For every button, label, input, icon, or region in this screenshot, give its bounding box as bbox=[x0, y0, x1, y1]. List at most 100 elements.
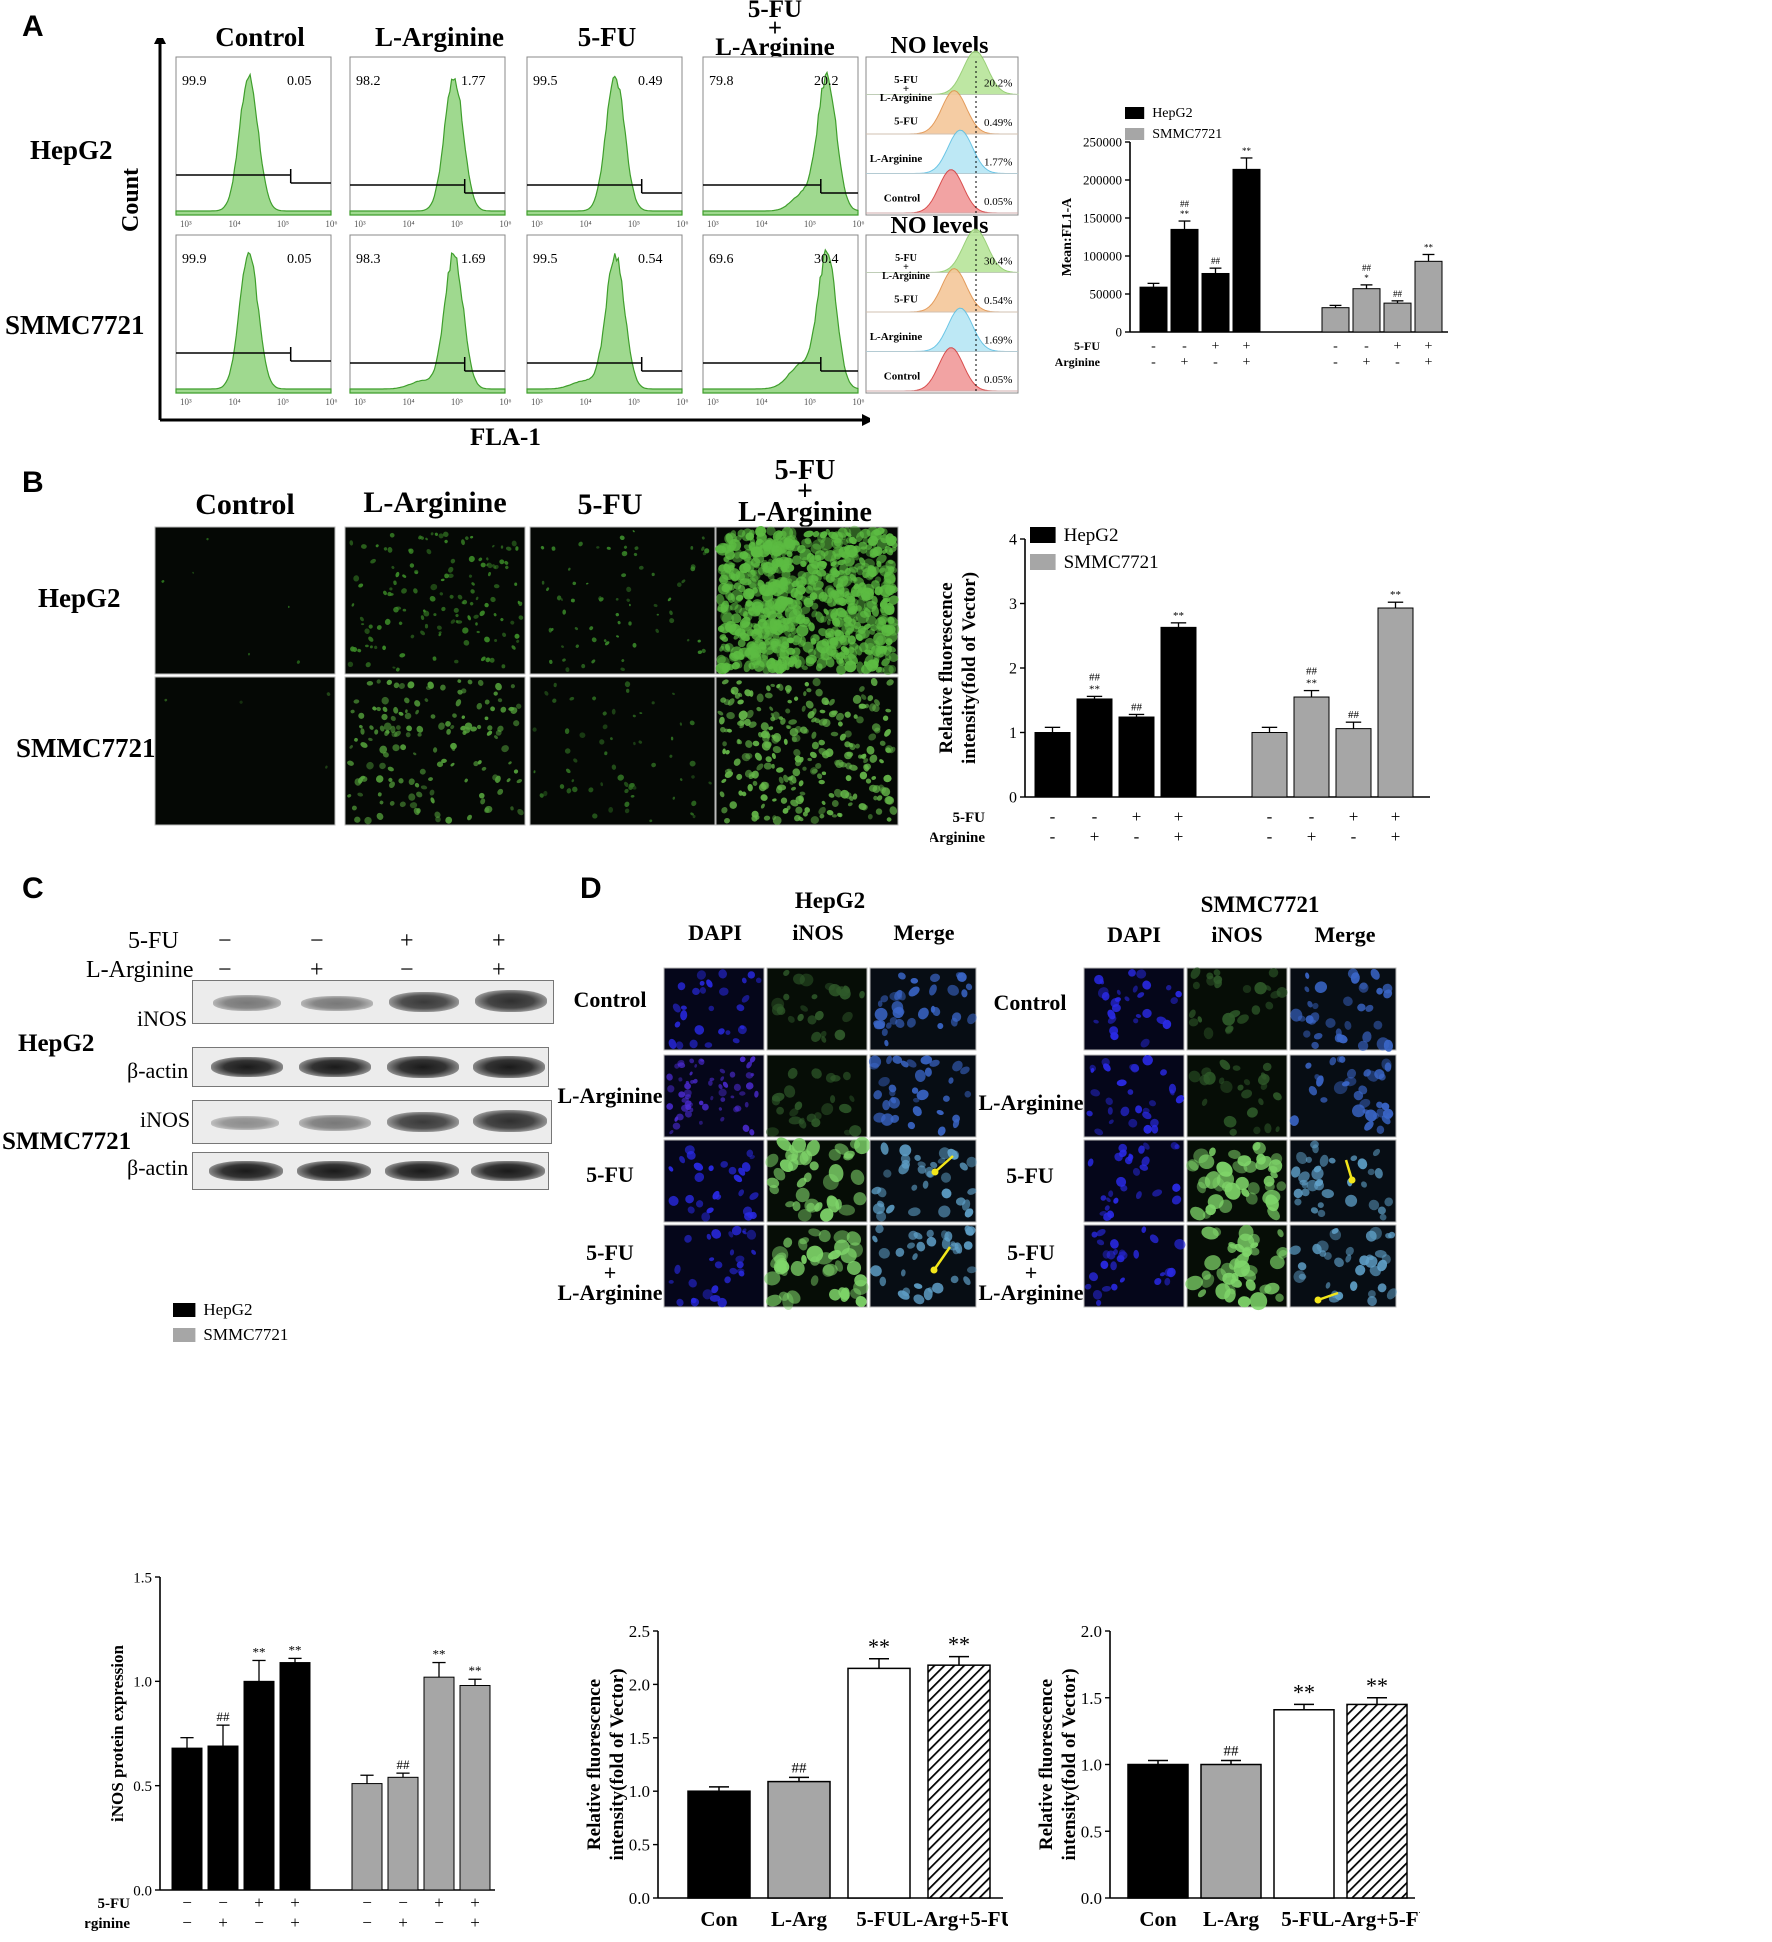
treatment-sign: − bbox=[398, 1893, 408, 1912]
bar-smmc7721 bbox=[459, 1685, 491, 1891]
y-tick-label: 0.0 bbox=[133, 1883, 152, 1899]
fluorescence-image bbox=[154, 526, 336, 675]
if-image bbox=[663, 1054, 765, 1138]
x-tick-label: 10⁴ bbox=[228, 219, 240, 229]
legend-label: HepG2 bbox=[1152, 106, 1192, 121]
if-image bbox=[1289, 1224, 1397, 1308]
bar-5-fu bbox=[847, 1667, 911, 1899]
if-image bbox=[868, 1054, 977, 1138]
significance-mark: ## bbox=[1362, 263, 1372, 273]
gate-right-percent: 0.05 bbox=[287, 74, 312, 89]
gate-left-percent: 99.9 bbox=[182, 74, 207, 89]
c-band-label-inos-smmc: iNOS bbox=[140, 1107, 191, 1132]
significance-mark: ** bbox=[289, 1642, 302, 1657]
treatment-sign: + bbox=[1307, 827, 1317, 846]
overlay-label-l-arginine: L-Arginine bbox=[870, 331, 923, 343]
d-col-inos-hepg2: iNOS bbox=[792, 920, 844, 945]
x-tick-label: 10⁵ bbox=[628, 219, 640, 229]
gate-right-percent: 20.2 bbox=[814, 74, 839, 89]
x-tick-label: 10⁶ bbox=[499, 397, 511, 407]
overlay-label-5fu-l-arginine: 5-FU bbox=[894, 74, 918, 86]
bar-smmc7721 bbox=[1321, 307, 1350, 333]
treatment-label: 5-FU bbox=[1074, 339, 1100, 353]
treatment-sign: - bbox=[1364, 339, 1369, 354]
if-image bbox=[1185, 1224, 1288, 1311]
c-row-title-smmc7721: SMMC7721 bbox=[2, 1128, 132, 1155]
d-row-5fu-l-arginine-smmc: 5-FU + L-Arginine bbox=[978, 1240, 1084, 1305]
significance-mark: ## bbox=[1393, 289, 1403, 299]
b-col-title-l-arginine: L-Arginine bbox=[363, 486, 507, 519]
significance-mark: ** bbox=[1293, 1679, 1315, 1704]
histogram-frame bbox=[349, 56, 506, 216]
c-treat-label-5fu: 5-FU bbox=[128, 928, 179, 954]
significance-mark: ## bbox=[1131, 701, 1143, 713]
bar-hepg2 bbox=[1076, 698, 1113, 798]
yellow-arrow-icon bbox=[1317, 1291, 1339, 1302]
y-axis-label: intensity(fold of Vector) bbox=[1059, 1668, 1080, 1860]
x-tick-label: 10⁶ bbox=[852, 219, 864, 229]
fluorescence-image bbox=[154, 676, 336, 826]
treatment-sign: + bbox=[434, 1893, 444, 1912]
row-title-hepg2: HepG2 bbox=[30, 135, 113, 165]
y-tick-label: 0.5 bbox=[629, 1836, 650, 1855]
treatment-sign: + bbox=[1212, 339, 1220, 354]
if-image bbox=[1186, 1054, 1288, 1138]
d-title-hepg2: HepG2 bbox=[794, 888, 866, 913]
gate-left-percent: 79.8 bbox=[709, 74, 734, 89]
flow-axes bbox=[154, 38, 870, 426]
significance-mark: ** bbox=[1366, 1673, 1388, 1698]
x-tick-label: 10³ bbox=[707, 219, 719, 229]
bar-smmc7721 bbox=[1414, 260, 1443, 333]
y-tick-label: 50000 bbox=[1090, 287, 1123, 302]
treatment-sign: − bbox=[218, 1893, 228, 1912]
fluorescence-image bbox=[529, 526, 716, 675]
significance-mark: ## bbox=[397, 1757, 411, 1772]
bar-hepg2 bbox=[1160, 626, 1197, 798]
col-title-control: Control bbox=[215, 22, 305, 52]
bar-con bbox=[687, 1790, 751, 1899]
b-image-grid bbox=[154, 525, 900, 826]
treatment-sign: + bbox=[1425, 355, 1433, 370]
histogram-curve bbox=[702, 248, 859, 394]
d-col-inos-smmc: iNOS bbox=[1211, 922, 1263, 947]
histogram-curve bbox=[175, 251, 332, 394]
gate-right-percent: 1.77 bbox=[461, 74, 486, 89]
gate-right-percent: 0.49 bbox=[638, 74, 663, 89]
x-tick-label: 10⁵ bbox=[628, 397, 640, 407]
treatment-sign: - bbox=[1092, 807, 1098, 826]
y-tick-label: 0.5 bbox=[1081, 1822, 1102, 1841]
treatment-sign: + bbox=[470, 1893, 480, 1912]
significance-mark: ## bbox=[1348, 709, 1360, 721]
legend-swatch bbox=[173, 1303, 196, 1317]
blot-inos-smmc7721 bbox=[192, 1100, 552, 1144]
if-image bbox=[1186, 967, 1288, 1051]
overlay-percent: 0.49% bbox=[984, 117, 1012, 129]
x-tick-label: 10³ bbox=[531, 397, 543, 407]
c-sign: + bbox=[492, 928, 506, 954]
col-title-5fu: 5-FU bbox=[577, 22, 637, 52]
yellow-arrowhead-icon bbox=[1348, 1176, 1356, 1184]
significance-mark: ** bbox=[948, 1632, 970, 1657]
significance-mark: ## bbox=[1211, 256, 1221, 266]
treatment-label: L-Arginine bbox=[930, 830, 985, 846]
c-sign: + bbox=[400, 928, 414, 954]
treatment-sign: - bbox=[1050, 807, 1056, 826]
histogram-curve bbox=[702, 70, 859, 216]
x-tick-label: 10⁶ bbox=[676, 219, 688, 229]
significance-mark: ** bbox=[253, 1644, 266, 1659]
significance-mark: ## bbox=[217, 1709, 231, 1724]
yellow-arrowhead-icon bbox=[931, 1168, 939, 1176]
significance-mark: ** bbox=[1390, 589, 1401, 601]
y-tick-label: 0 bbox=[1116, 325, 1123, 340]
significance-mark: ** bbox=[1424, 242, 1434, 252]
x-tick-label: 5-FU bbox=[856, 1907, 902, 1931]
gate-right-percent: 0.05 bbox=[287, 252, 312, 267]
overlay-label-control: Control bbox=[884, 371, 920, 383]
x-tick-label: L-Arg bbox=[771, 1907, 827, 1931]
gate-left-percent: 99.5 bbox=[533, 74, 558, 89]
treatment-sign: + bbox=[1174, 807, 1184, 826]
significance-mark: ## bbox=[1306, 666, 1318, 678]
histogram-curve bbox=[349, 252, 506, 394]
y-tick-label: 0 bbox=[1009, 790, 1017, 807]
c-sign: + bbox=[310, 957, 324, 983]
